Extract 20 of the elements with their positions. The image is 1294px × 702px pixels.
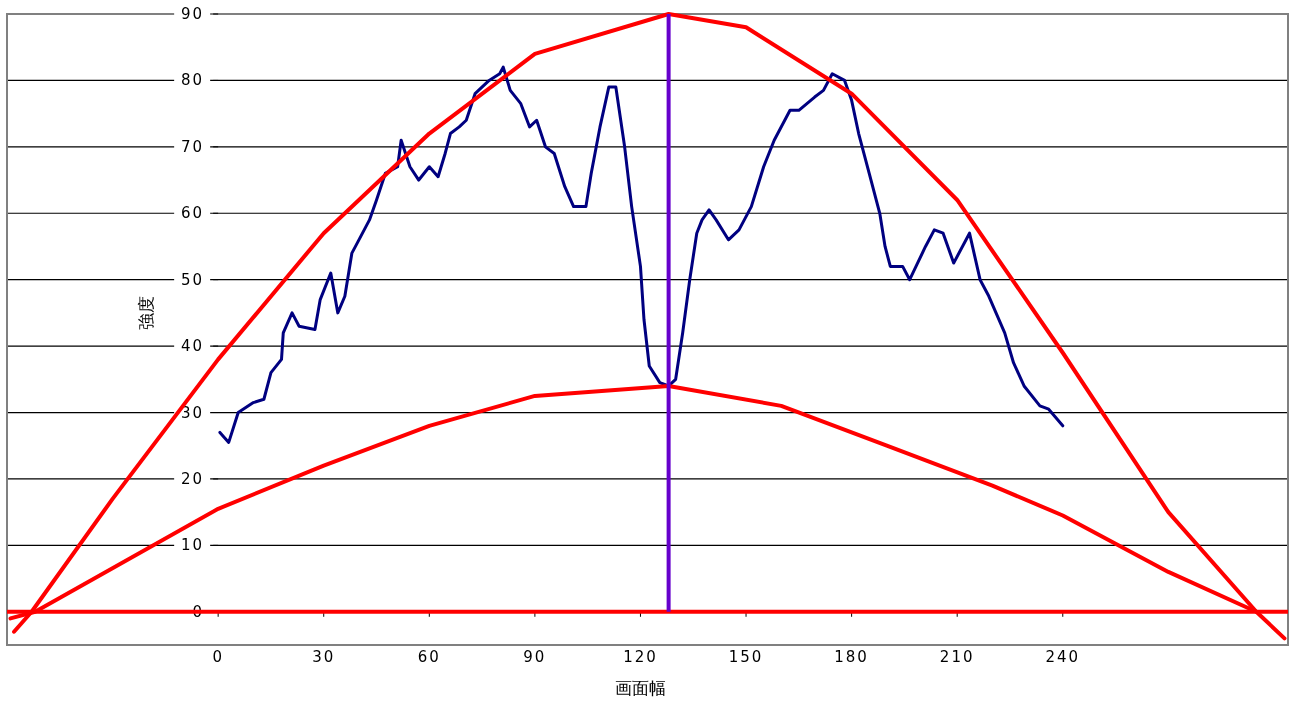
x-tick-label: 60 [417,647,441,666]
y-tick-label: 10 [181,536,205,555]
y-tick-label: 60 [181,204,205,223]
y-tick-label: 20 [181,469,205,488]
x-tick-label: 0 [212,647,224,666]
y-tick-label: 30 [181,403,205,422]
x-tick-label: 30 [312,647,336,666]
y-tick-label: 70 [181,137,205,156]
x-axis-title: 画面幅 [614,678,666,698]
x-tick-label: 240 [1045,647,1081,666]
x-tick-label: 210 [939,647,975,666]
y-tick-label: 90 [181,5,205,23]
x-tick-label: 180 [834,647,869,666]
y-axis-title: 強度 [136,295,156,330]
x-tick-label: 120 [623,647,658,666]
y-tick-label: 80 [181,71,205,90]
y-tick-label: 50 [181,270,205,289]
x-tick-label: 150 [728,647,764,666]
x-tick-label: 90 [523,647,547,666]
y-tick-label: 40 [181,337,205,356]
